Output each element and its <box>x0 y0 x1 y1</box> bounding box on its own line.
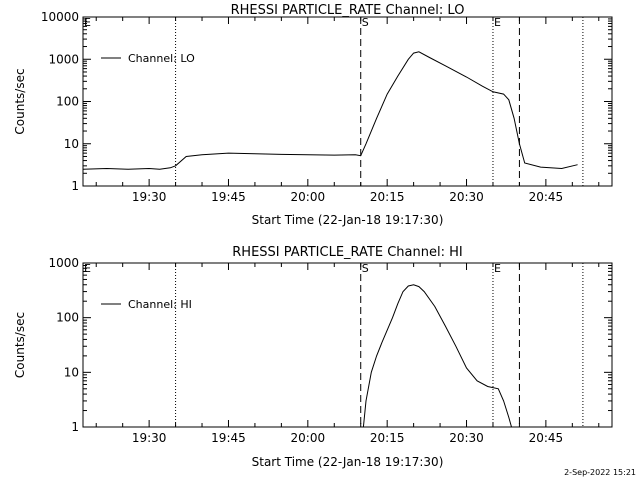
x-tick-label: 20:30 <box>449 431 484 445</box>
legend-label: Channel: LO <box>128 52 195 65</box>
event-marker-label: S <box>362 262 369 275</box>
lo-channel-panel: RHESSI PARTICLE_RATE Channel: LO Start Ti… <box>13 3 613 227</box>
event-marker-label: S <box>362 16 369 29</box>
x-tick-label: 20:30 <box>449 190 484 204</box>
x-tick-label: 20:45 <box>529 190 564 204</box>
plot-frame <box>82 16 613 187</box>
x-tick-label: 20:15 <box>370 190 405 204</box>
y-axis-label: Counts/sec <box>13 312 27 378</box>
series-line <box>82 51 578 170</box>
y-tick-label: 100 <box>56 311 79 325</box>
x-tick-label: 19:30 <box>132 190 167 204</box>
x-axis-label: Start Time (22-Jan-18 19:17:30) <box>252 455 444 469</box>
chart-title: RHESSI PARTICLE_RATE Channel: HI <box>232 245 462 260</box>
y-tick-label: 1 <box>71 179 79 193</box>
y-tick-label: 100 <box>56 95 79 109</box>
y-tick-label: 10 <box>64 137 79 151</box>
x-axis-label: Start Time (22-Jan-18 19:17:30) <box>252 213 444 227</box>
y-tick-label: 10 <box>64 365 79 379</box>
generation-timestamp: 2-Sep-2022 15:21 <box>564 468 636 477</box>
event-marker-label: E <box>494 16 501 29</box>
x-tick-label: 19:45 <box>211 190 246 204</box>
chart-title: RHESSI PARTICLE_RATE Channel: LO <box>231 3 465 18</box>
plot-frame <box>82 262 613 428</box>
legend-label: Channel: HI <box>128 298 192 311</box>
hi-channel-panel: RHESSI PARTICLE_RATE Channel: HI Start Ti… <box>13 245 613 469</box>
x-tick-label: 19:45 <box>211 431 246 445</box>
x-tick-label: 20:00 <box>291 431 326 445</box>
x-tick-label: 20:15 <box>370 431 405 445</box>
y-tick-label: 1000 <box>48 52 79 66</box>
x-tick-label: 20:45 <box>529 431 564 445</box>
y-tick-label: 1 <box>71 420 79 434</box>
y-axis-label: Counts/sec <box>13 68 27 134</box>
y-tick-label: 1000 <box>48 256 79 270</box>
x-tick-label: 20:00 <box>291 190 326 204</box>
event-marker-label: E <box>84 16 91 29</box>
y-tick-label: 10000 <box>41 10 79 24</box>
x-tick-label: 19:30 <box>132 431 167 445</box>
event-marker-label: E <box>494 262 501 275</box>
series-line <box>362 284 512 428</box>
event-marker-label: E <box>84 262 91 275</box>
